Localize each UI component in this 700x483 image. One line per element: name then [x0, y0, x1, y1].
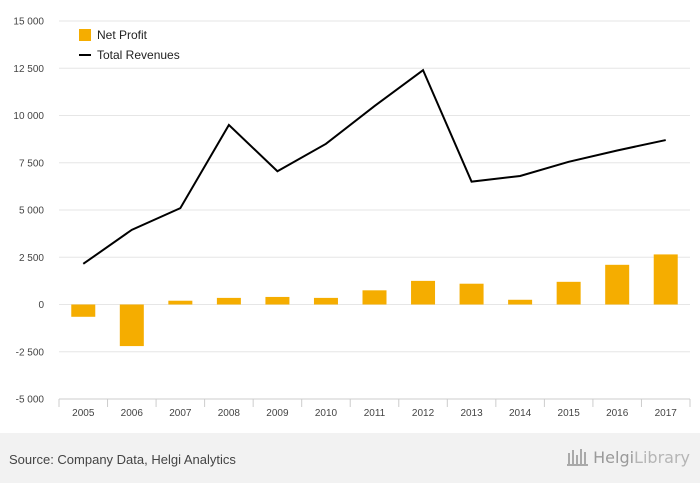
- x-tick-label: 2013: [460, 408, 483, 419]
- bar-net-profit: [362, 290, 387, 305]
- x-tick-label: 2016: [606, 408, 629, 419]
- bar-net-profit: [265, 296, 290, 305]
- x-tick-label: 2005: [72, 408, 95, 419]
- brand-name-part2: Library: [634, 447, 690, 467]
- bar-series: [71, 254, 678, 347]
- y-tick-label: 5 000: [19, 206, 44, 217]
- line-series: [82, 68, 666, 265]
- x-tick-label: 2007: [169, 408, 192, 419]
- y-axis: -5 000 -2 500 0 2 500 5 000 7 500 10 000 12 500…: [13, 17, 44, 406]
- bar-net-profit: [411, 280, 436, 305]
- bar-net-profit: [119, 304, 144, 347]
- x-tick-label: 2012: [412, 408, 435, 419]
- brand-name-part1: Helgi: [593, 447, 635, 467]
- x-tick-label: 2006: [121, 408, 144, 419]
- y-tick-label: -2 500: [16, 347, 45, 358]
- y-tick-label: 12 500: [13, 64, 44, 75]
- x-tick-label: 2015: [558, 408, 581, 419]
- legend-label-net-profit: Net Profit: [97, 28, 148, 42]
- chart: -5 000 -2 500 0 2 500 5 000 7 500 10 000 12 500…: [13, 17, 691, 419]
- footer: Source: Company Data, Helgi Analytics He…: [0, 433, 700, 483]
- bar-net-profit: [168, 300, 193, 305]
- x-axis: 2005 2006 2007 2008 2009 2010 2011 2012 2013 2014…: [58, 398, 691, 419]
- y-tick-label: 2 500: [19, 253, 44, 264]
- brand-logo: Helgi Library: [567, 447, 690, 467]
- line-total-revenues: [82, 68, 666, 265]
- x-tick-label: 2014: [509, 408, 532, 419]
- source-text: Source: Company Data, Helgi Analytics: [9, 452, 236, 467]
- grid-lines: [59, 20, 690, 400]
- bar-net-profit: [556, 281, 581, 305]
- y-tick-label: 7 500: [19, 158, 44, 169]
- x-tick-label: 2008: [218, 408, 241, 419]
- bar-net-profit: [313, 297, 338, 305]
- x-tick-label: 2011: [364, 408, 386, 419]
- bar-net-profit: [605, 264, 630, 305]
- y-tick-label: -5 000: [16, 395, 45, 406]
- bar-net-profit: [653, 254, 678, 305]
- bar-net-profit: [459, 283, 484, 305]
- x-tick-label: 2017: [655, 408, 678, 419]
- legend-label-total-revenues: Total Revenues: [97, 48, 180, 62]
- bar-net-profit: [71, 304, 96, 317]
- bar-net-profit: [508, 299, 533, 305]
- bar-net-profit: [216, 297, 241, 305]
- y-tick-label: 15 000: [13, 17, 44, 28]
- y-tick-label: 0: [38, 300, 44, 311]
- helgi-logo-icon: [567, 449, 589, 466]
- x-tick-label: 2009: [266, 408, 289, 419]
- x-tick-label: 2010: [315, 408, 338, 419]
- legend-swatch-net-profit: [79, 29, 91, 41]
- y-tick-label: 10 000: [13, 111, 44, 122]
- legend: Net Profit Total Revenues: [79, 28, 180, 62]
